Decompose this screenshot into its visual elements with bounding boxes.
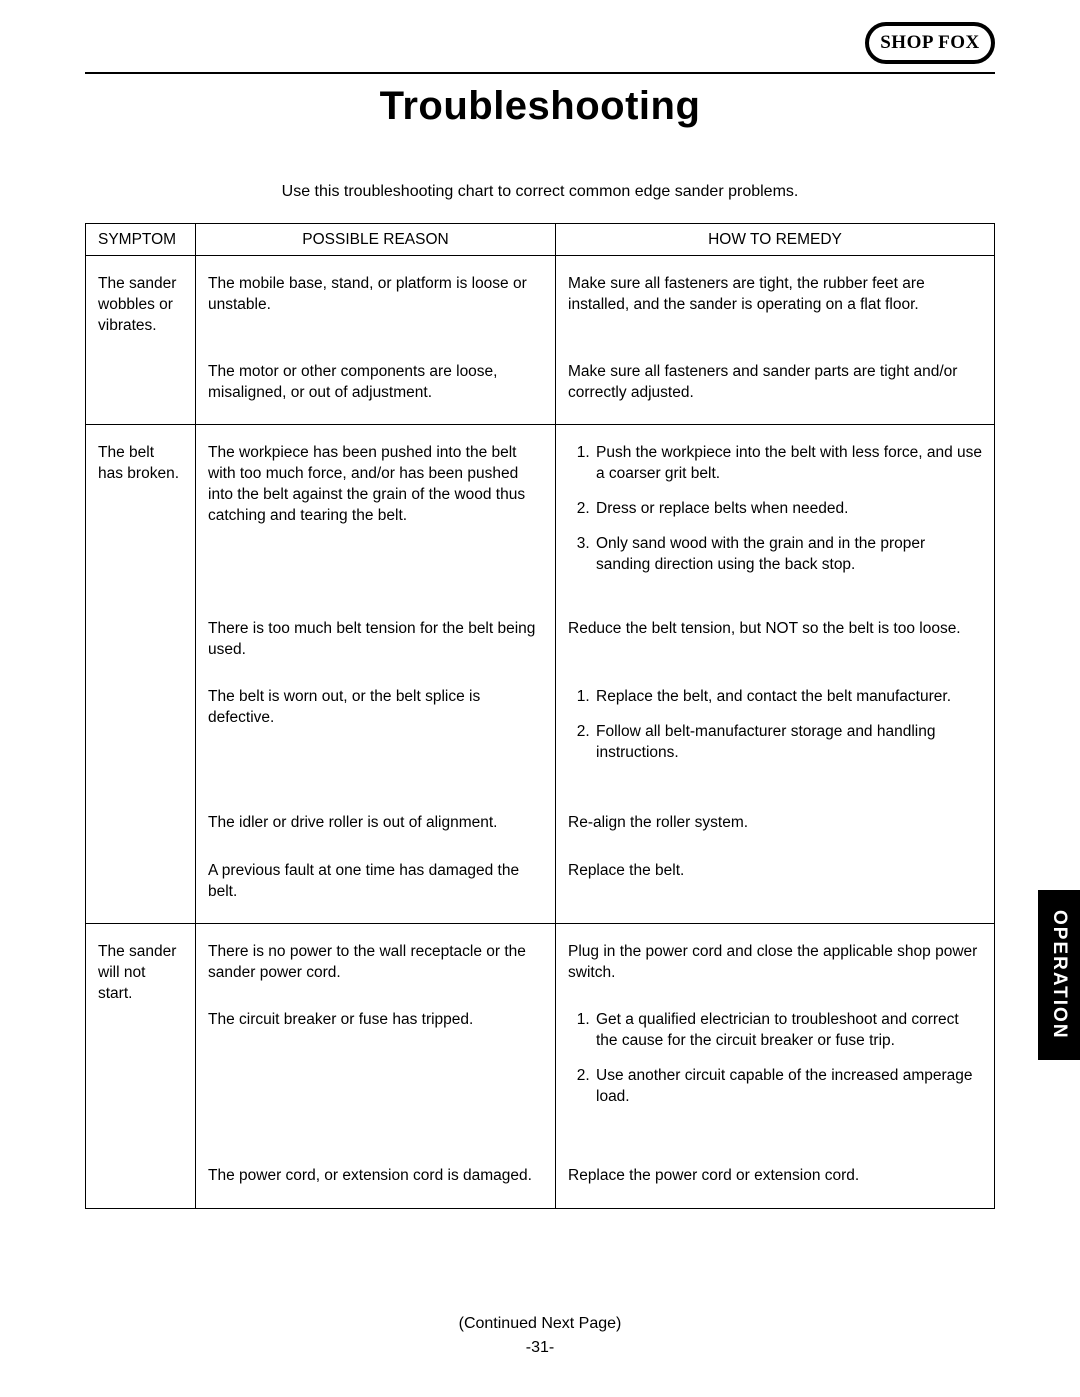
brand-logo: SHOP FOX (865, 22, 995, 64)
intro-text: Use this troubleshooting chart to correc… (85, 183, 995, 201)
symptom-cell: The sander wobbles or vibrates. (86, 255, 196, 424)
section-tab-label: OPERATION (1048, 910, 1070, 1040)
reason-text: There is no power to the wall receptacle… (208, 942, 543, 984)
reason-text: A previous fault at one time has damaged… (208, 861, 543, 903)
reason-text: The workpiece has been pushed into the b… (208, 443, 543, 593)
brand-logo-text: SHOP FOX (869, 26, 991, 60)
symptom-cell: The sander will not start. (86, 923, 196, 1208)
reason-cell: The workpiece has been pushed into the b… (196, 424, 556, 923)
remedy-cell: Make sure all fasteners are tight, the r… (556, 255, 995, 424)
page-number: -31- (0, 1339, 1080, 1357)
col-header-remedy: HOW TO REMEDY (556, 224, 995, 256)
remedy-list-item: Push the workpiece into the belt with le… (594, 443, 982, 485)
page: SHOP FOX Troubleshooting Use this troubl… (0, 0, 1080, 1397)
remedy-list-item: Only sand wood with the grain and in the… (594, 534, 982, 576)
reason-text: The power cord, or extension cord is dam… (208, 1166, 543, 1188)
reason-text: The idler or drive roller is out of alig… (208, 813, 543, 835)
remedy-list-item: Replace the belt, and contact the belt m… (594, 687, 982, 708)
reason-text: The circuit breaker or fuse has tripped. (208, 1010, 543, 1140)
remedy-text: Replace the belt. (568, 861, 982, 903)
remedy-text: Push the workpiece into the belt with le… (568, 443, 982, 593)
troubleshooting-table: SYMPTOM POSSIBLE REASON HOW TO REMEDY Th… (85, 223, 995, 1209)
page-title: Troubleshooting (85, 84, 995, 129)
remedy-text: Get a qualified electrician to troublesh… (568, 1010, 982, 1140)
remedy-cell: Plug in the power cord and close the app… (556, 923, 995, 1208)
remedy-list-item: Get a qualified electrician to troublesh… (594, 1010, 982, 1052)
reason-text: The motor or other components are loose,… (208, 362, 543, 404)
page-footer: (Continued Next Page) -31- (0, 1315, 1080, 1357)
remedy-text: Make sure all fasteners are tight, the r… (568, 274, 982, 336)
table-row: The sander will not start. There is no po… (86, 923, 995, 1208)
reason-text: There is too much belt tension for the b… (208, 619, 543, 661)
section-tab: OPERATION (1038, 890, 1080, 1060)
reason-text: The belt is worn out, or the belt splice… (208, 687, 543, 787)
reason-cell: There is no power to the wall receptacle… (196, 923, 556, 1208)
remedy-cell: Push the workpiece into the belt with le… (556, 424, 995, 923)
reason-text: The mobile base, stand, or platform is l… (208, 274, 543, 336)
col-header-symptom: SYMPTOM (86, 224, 196, 256)
header-rule (85, 72, 995, 74)
remedy-text: Make sure all fasteners and sander parts… (568, 362, 982, 404)
remedy-text: Replace the belt, and contact the belt m… (568, 687, 982, 787)
remedy-list-item: Follow all belt-manufacturer storage and… (594, 722, 982, 764)
remedy-text: Re-align the roller system. (568, 813, 982, 835)
remedy-text: Reduce the belt tension, but NOT so the … (568, 619, 982, 661)
remedy-list-item: Dress or replace belts when needed. (594, 499, 982, 520)
remedy-text: Replace the power cord or extension cord… (568, 1166, 982, 1188)
remedy-text: Plug in the power cord and close the app… (568, 942, 982, 984)
reason-cell: The mobile base, stand, or platform is l… (196, 255, 556, 424)
table-row: The sander wobbles or vibrates.The mobil… (86, 255, 995, 424)
continued-label: (Continued Next Page) (0, 1315, 1080, 1333)
remedy-list-item: Use another circuit capable of the incre… (594, 1066, 982, 1108)
symptom-cell: The belt has broken. (86, 424, 196, 923)
table-row: The belt has broken.The workpiece has be… (86, 424, 995, 923)
col-header-reason: POSSIBLE REASON (196, 224, 556, 256)
